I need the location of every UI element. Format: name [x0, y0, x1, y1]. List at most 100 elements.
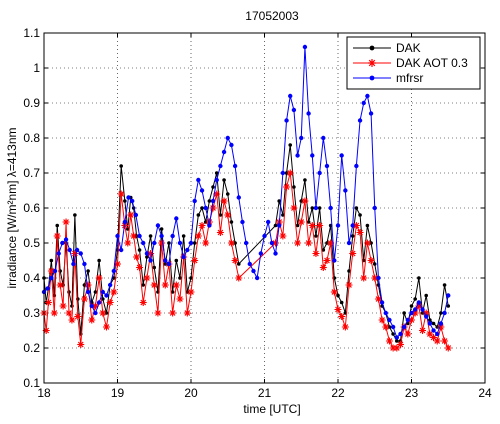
data-point [196, 177, 201, 183]
data-point [273, 223, 278, 228]
data-point [60, 240, 65, 246]
data-point [419, 327, 427, 334]
data-point [84, 281, 92, 289]
data-point [102, 323, 110, 331]
data-point [97, 258, 101, 263]
data-point [236, 195, 241, 200]
data-point [390, 324, 396, 330]
data-point [361, 100, 366, 106]
data-point [299, 135, 304, 141]
data-point [435, 331, 440, 337]
data-point [363, 239, 371, 247]
data-point [56, 251, 61, 256]
data-point [310, 206, 315, 210]
data-point [420, 307, 425, 312]
data-point [53, 232, 61, 240]
data-point [178, 276, 182, 280]
data-point [442, 310, 447, 316]
data-point [408, 316, 415, 324]
data-point [393, 344, 401, 352]
data-point [207, 223, 212, 228]
data-point [422, 309, 430, 317]
data-point [416, 300, 422, 305]
data-point [401, 324, 407, 330]
data-point [376, 275, 381, 281]
data-point [441, 337, 449, 345]
data-point [336, 293, 340, 298]
data-point [73, 213, 77, 217]
x-axis-label: time [UTC] [243, 402, 300, 416]
legend-label: mfrsr [396, 71, 423, 85]
data-point [350, 234, 355, 238]
data-point [112, 276, 116, 280]
legend-marker [369, 75, 375, 81]
data-point [225, 135, 230, 141]
data-point [306, 111, 311, 116]
data-point [343, 188, 348, 193]
data-point [177, 240, 183, 246]
data-point [347, 269, 351, 273]
data-point [247, 261, 252, 267]
data-point [80, 295, 88, 303]
data-point [176, 295, 184, 303]
data-point [383, 310, 388, 316]
data-point [130, 198, 135, 204]
data-point [93, 310, 98, 316]
data-point [170, 290, 175, 294]
data-point [100, 289, 106, 295]
data-point [144, 251, 150, 256]
data-point [352, 222, 360, 229]
data-point [117, 190, 125, 198]
data-point [181, 234, 186, 238]
series-line [43, 172, 449, 349]
y-axis-label: irradiance [W/m²nm] λ=413nm [5, 127, 19, 288]
x-tick-label: 22 [331, 386, 345, 400]
data-point [49, 275, 54, 281]
data-point [332, 258, 337, 263]
data-point [404, 330, 412, 338]
x-tick-label: 24 [478, 386, 492, 400]
data-point [431, 328, 436, 333]
data-point [379, 300, 385, 305]
data-point [211, 185, 215, 189]
data-point [424, 293, 429, 298]
data-point [284, 118, 289, 123]
y-tick-label: 0.5 [23, 236, 40, 250]
data-point [437, 323, 445, 331]
x-tick-label: 18 [37, 386, 51, 400]
data-point [446, 304, 451, 308]
data-point [439, 311, 443, 315]
data-point [174, 258, 179, 263]
data-point [123, 199, 127, 203]
data-point [387, 325, 392, 329]
data-point [47, 267, 55, 275]
data-point [430, 334, 438, 341]
data-point [130, 232, 138, 240]
data-point [127, 211, 135, 219]
y-tick-label: 0.7 [23, 166, 40, 180]
data-point [95, 274, 103, 282]
data-point [78, 251, 83, 256]
data-point [118, 247, 124, 253]
data-point [227, 239, 235, 247]
data-point [74, 247, 80, 253]
data-point [159, 233, 164, 239]
data-point [183, 309, 191, 317]
data-point [148, 258, 153, 263]
data-point [305, 239, 313, 247]
data-point [115, 233, 120, 239]
data-point [295, 223, 300, 228]
data-point [63, 237, 69, 242]
data-point [411, 309, 419, 317]
data-point [350, 223, 355, 228]
data-point [306, 220, 311, 224]
data-point [382, 323, 390, 331]
data-point [214, 177, 219, 183]
data-point [137, 233, 142, 239]
data-point [85, 289, 91, 295]
data-point [198, 222, 206, 229]
data-point [435, 325, 440, 329]
data-point [62, 218, 70, 226]
data-point [409, 310, 414, 316]
